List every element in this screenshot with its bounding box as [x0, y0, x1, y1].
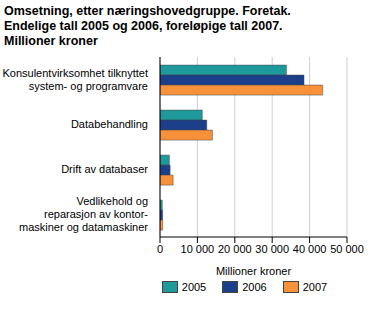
- html-text:2005: 2005: [181, 281, 207, 293]
- svg-text:0: 0: [157, 243, 163, 255]
- svg-text:20 000: 20 000: [218, 243, 252, 255]
- svg-text:30 000: 30 000: [255, 243, 289, 255]
- html-text:2006: 2006: [242, 281, 267, 293]
- svg-text:Drift av databaser: Drift av databaser: [61, 163, 148, 175]
- svg-text:50 000: 50 000: [330, 243, 361, 255]
- html-text:Omsetning, etter næringshovedg: Omsetning, etter næringshovedgruppe. For…: [4, 4, 291, 18]
- html-text:Endelige tall 2005 og 2006, fo: Endelige tall 2005 og 2006, foreløpige t…: [4, 19, 283, 33]
- html-text:2007: 2007: [302, 281, 328, 293]
- svg-text:Konsulentvirksomhet tilknyttet: Konsulentvirksomhet tilknyttetsystem- og…: [8, 67, 148, 92]
- svg-text:Vedlikehold ogreparasjon av ko: Vedlikehold ogreparasjon av kontor-maski…: [19, 195, 148, 233]
- svg-text:10 000: 10 000: [181, 243, 215, 255]
- svg-text:Millioner kroner: Millioner kroner: [216, 265, 292, 277]
- svg-text:Databehandling: Databehandling: [71, 118, 148, 130]
- svg-text:40 000: 40 000: [293, 243, 327, 255]
- html-text:Millioner kroner: Millioner kroner: [4, 34, 98, 48]
